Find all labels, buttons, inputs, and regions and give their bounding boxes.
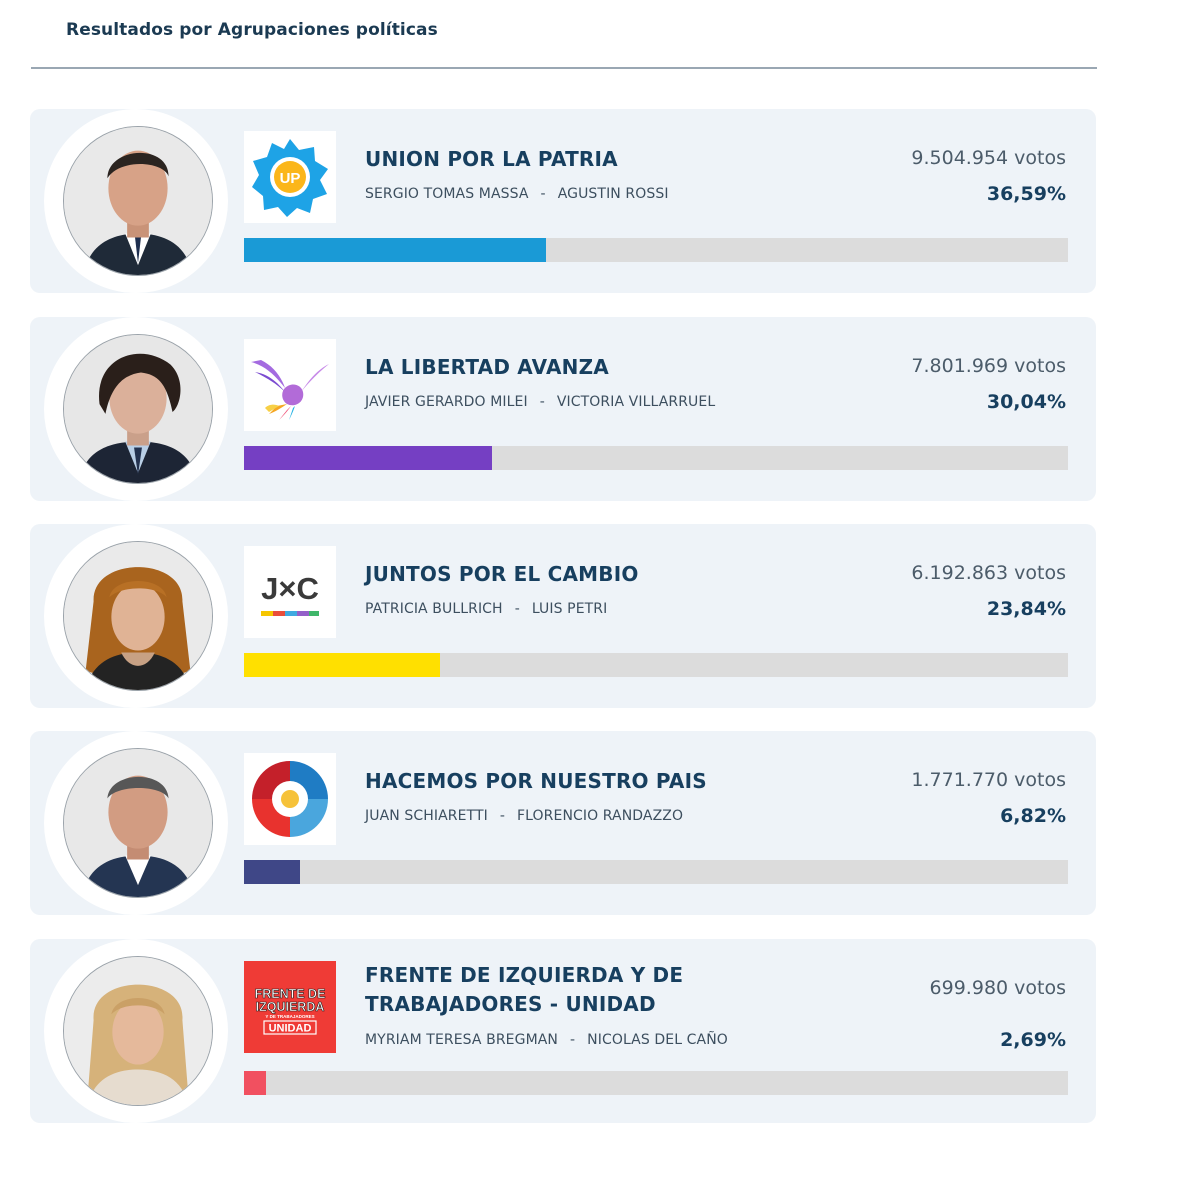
vote-percent: 36,59% — [986, 183, 1066, 205]
candidate-president: MYRIAM TERESA BREGMAN — [365, 1032, 558, 1048]
party-logo: J×C — [244, 546, 336, 638]
progress-track — [244, 653, 1068, 677]
candidates-line: SERGIO TOMAS MASSA - AGUSTIN ROSSI — [365, 186, 669, 202]
result-card-juntos-por-el-cambio[interactable]: J×C JUNTOS POR EL CAMBIO PATRICIA BULLRI… — [30, 524, 1096, 708]
eagle-icon — [251, 360, 329, 420]
vote-count: 1.771.770 votos — [911, 769, 1066, 791]
party-logo: FRENTE DE IZQUIERDA Y DE TRABAJADORES UN… — [244, 961, 336, 1053]
progress-fill — [244, 860, 301, 884]
party-name: LA LIBERTAD AVANZA — [365, 355, 609, 379]
candidate-avatar — [63, 748, 213, 898]
candidate-vice: NICOLAS DEL CAÑO — [587, 1032, 728, 1048]
vote-count: 9.504.954 votos — [911, 147, 1066, 169]
progress-fill — [244, 238, 546, 262]
vote-percent: 30,04% — [986, 391, 1066, 413]
candidate-portrait-icon — [64, 542, 212, 690]
candidates-line: MYRIAM TERESA BREGMAN - NICOLAS DEL CAÑO — [365, 1032, 728, 1048]
party-name: UNION POR LA PATRIA — [365, 147, 618, 171]
party-name: HACEMOS POR NUESTRO PAIS — [365, 769, 707, 793]
hacemos-swirl-icon — [252, 761, 328, 837]
jxc-logo-icon: J×C — [261, 571, 319, 616]
candidate-president: JUAN SCHIARETTI — [365, 808, 488, 824]
candidate-portrait-icon — [64, 127, 212, 275]
candidate-separator: - — [539, 394, 545, 410]
svg-text:FRENTE DE: FRENTE DE — [255, 987, 326, 1001]
candidate-portrait-icon — [64, 749, 212, 897]
candidate-portrait-icon — [64, 957, 212, 1105]
candidate-president: JAVIER GERARDO MILEI — [365, 394, 528, 410]
svg-text:UNIDAD: UNIDAD — [269, 1023, 312, 1035]
candidates-line: JAVIER GERARDO MILEI - VICTORIA VILLARRUEL — [365, 394, 715, 410]
progress-track — [244, 1071, 1068, 1095]
svg-text:IZQUIERDA: IZQUIERDA — [256, 1000, 325, 1014]
progress-fill — [244, 446, 492, 470]
svg-text:UP: UP — [280, 170, 301, 187]
vote-percent: 6,82% — [1000, 805, 1066, 827]
candidates-line: PATRICIA BULLRICH - LUIS PETRI — [365, 601, 607, 617]
candidate-separator: - — [499, 808, 505, 824]
svg-text:J×C: J×C — [261, 571, 319, 606]
vote-count: 6.192.863 votos — [911, 562, 1066, 584]
party-name: JUNTOS POR EL CAMBIO — [365, 562, 639, 586]
vote-count: 7.801.969 votos — [911, 355, 1066, 377]
result-card-la-libertad-avanza[interactable]: LA LIBERTAD AVANZA JAVIER GERARDO MILEI -… — [30, 317, 1096, 501]
progress-fill — [244, 1071, 267, 1095]
candidate-president: SERGIO TOMAS MASSA — [365, 186, 529, 202]
vote-percent: 2,69% — [1000, 1029, 1066, 1051]
candidates-line: JUAN SCHIARETTI - FLORENCIO RANDAZZO — [365, 808, 683, 824]
result-card-frente-de-izquierda[interactable]: FRENTE DE IZQUIERDA Y DE TRABAJADORES UN… — [30, 939, 1096, 1123]
candidate-avatar — [63, 334, 213, 484]
progress-track — [244, 446, 1068, 470]
candidate-separator: - — [570, 1032, 576, 1048]
party-logo — [244, 753, 336, 845]
svg-text:Y DE TRABAJADORES: Y DE TRABAJADORES — [265, 1014, 314, 1019]
candidate-vice: VICTORIA VILLARRUEL — [556, 394, 716, 410]
header-divider — [31, 67, 1097, 69]
candidate-avatar — [63, 541, 213, 691]
candidate-vice: AGUSTIN ROSSI — [557, 186, 669, 202]
progress-track — [244, 860, 1068, 884]
candidate-separator: - — [540, 186, 546, 202]
progress-track — [244, 238, 1068, 262]
result-card-hacemos-por-nuestro-pais[interactable]: HACEMOS POR NUESTRO PAIS JUAN SCHIARETTI… — [30, 731, 1096, 915]
candidate-avatar — [63, 956, 213, 1106]
candidate-president: PATRICIA BULLRICH — [365, 601, 503, 617]
party-logo — [244, 339, 336, 431]
candidate-avatar — [63, 126, 213, 276]
candidate-vice: FLORENCIO RANDAZZO — [517, 808, 684, 824]
sun-badge-icon: UP — [252, 139, 328, 217]
vote-count: 699.980 votos — [929, 977, 1066, 999]
party-logo: UP — [244, 131, 336, 223]
progress-fill — [244, 653, 441, 677]
result-card-union-por-la-patria[interactable]: UP UNION POR LA PATRIA SERGIO TOMAS MASS… — [30, 109, 1096, 293]
party-name: FRENTE DE IZQUIERDA Y DE TRABAJADORES - … — [365, 963, 684, 1016]
candidate-separator: - — [514, 601, 520, 617]
section-title: Resultados por Agrupaciones políticas — [66, 20, 438, 40]
candidate-portrait-icon — [64, 335, 212, 483]
candidate-vice: LUIS PETRI — [531, 601, 608, 617]
fit-logo-icon: FRENTE DE IZQUIERDA Y DE TRABAJADORES UN… — [244, 961, 336, 1053]
vote-percent: 23,84% — [986, 598, 1066, 620]
